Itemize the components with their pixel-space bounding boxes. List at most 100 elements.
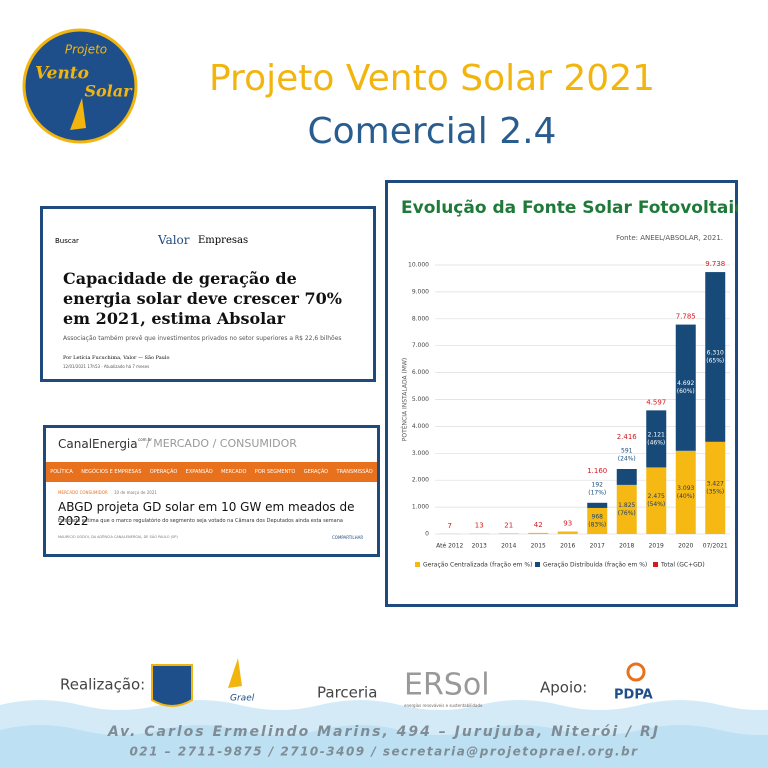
y-tick-label: 9.000 — [412, 288, 429, 295]
logo-text: Projeto — [65, 43, 107, 57]
data-label: 3.427 — [707, 480, 724, 487]
y-tick-label: 4.000 — [412, 423, 429, 430]
domain: com.br — [138, 437, 152, 442]
logo-text: Solar — [84, 82, 133, 101]
logo-text: energias renováveis e sustentabilidade — [404, 703, 483, 708]
ersol-logo: ERSol — [404, 668, 490, 703]
headline: Capacidade de geração de energia solar d… — [63, 269, 342, 328]
x-tick-label: 2019 — [649, 543, 664, 550]
chart-title: Evolução da Fonte Solar Fotovoltaica no … — [401, 198, 738, 218]
data-label: 4.692 — [677, 380, 694, 387]
share[interactable]: COMPARTILHAR — [332, 535, 364, 540]
y-tick-label: 10.000 — [408, 262, 429, 269]
search: Buscar — [55, 237, 79, 245]
emblem — [151, 664, 193, 707]
logo-text: Grael — [230, 694, 255, 704]
bar — [498, 533, 519, 534]
x-tick-label: 07/2021 — [703, 543, 728, 550]
bar-segment — [646, 467, 667, 534]
x-tick-label: 2016 — [560, 543, 575, 550]
total-label: 9.738 — [705, 260, 725, 268]
share-label: (76%) — [618, 510, 636, 517]
pdpa-logo: PDPA — [614, 688, 653, 703]
x-tick-label: 2015 — [531, 543, 546, 550]
legend-swatch — [415, 562, 420, 567]
bar-segment — [587, 507, 608, 534]
nav-item[interactable]: POLÍTICA — [50, 469, 73, 475]
title: Projeto Vento Solar 2021 — [209, 58, 655, 99]
nav-item[interactable]: TRANSMISSÃO — [336, 469, 373, 475]
legend-swatch — [535, 562, 540, 567]
nav-item[interactable]: GERAÇÃO — [303, 469, 329, 475]
footer: Realização: Grael Parceria ERSol energia… — [60, 658, 660, 759]
data-label: 2.475 — [648, 493, 665, 500]
bar-segment — [705, 272, 726, 442]
total-label: 93 — [563, 519, 572, 527]
nav-item[interactable]: EXPANSÃO — [185, 469, 213, 475]
x-tick-label: 2020 — [678, 543, 693, 550]
label: Parceria — [317, 684, 377, 702]
total-label: 7.785 — [676, 313, 696, 321]
label: Apoio: — [540, 679, 587, 697]
logo — [22, 28, 138, 144]
data-label: 2.121 — [648, 431, 665, 438]
bar-segment — [616, 469, 637, 485]
x-tick-label: 2017 — [590, 543, 605, 550]
x-tick-label: 2013 — [472, 543, 487, 550]
share-label: (40%) — [677, 493, 695, 500]
total-label: 42 — [534, 521, 543, 529]
brand: CanalEnergia — [58, 437, 138, 451]
summary: Entidade estima que o marco regulatório … — [58, 518, 343, 524]
x-tick-label: 2018 — [619, 543, 634, 550]
nav-item[interactable]: NEGÓCIOS E EMPRESAS — [81, 469, 142, 475]
data-label: 968 — [592, 513, 604, 520]
bar — [528, 532, 549, 534]
grael-logo — [228, 658, 242, 688]
headline: ABGD projeta GD solar em 10 GW em meados… — [58, 500, 355, 528]
x-tick-label: 2014 — [501, 543, 516, 550]
data-label: 3.093 — [677, 485, 694, 492]
y-tick-label: 2.000 — [412, 477, 429, 484]
brand: Valor — [158, 233, 190, 247]
credit: MAURÍCIO GODOI, DA AGÊNCIA CANALENERGIA,… — [58, 535, 178, 539]
nav-bar: POLÍTICA NEGÓCIOS E EMPRESAS OPERAÇÃO EXPAN… — [46, 462, 377, 482]
legend-label: Geração Distribuída (fração em %) — [543, 562, 647, 569]
total-label: 2.416 — [617, 433, 638, 441]
bar-segment — [616, 484, 637, 534]
y-axis-label: POTÊNCIA INSTALADA (MW) — [401, 358, 409, 442]
share-label: (46%) — [647, 439, 665, 446]
total-label: 4.597 — [646, 398, 666, 406]
share-label: (17%) — [588, 489, 606, 496]
date: 10 de março de 2021 — [114, 490, 157, 495]
legend-label: Geração Centralizada (fração em %) — [423, 562, 532, 569]
article-card: CanalEnergia com.br / MERCADO / CONSUMID… — [43, 425, 380, 557]
bar-segment — [646, 410, 667, 468]
data-label: 1.825 — [618, 502, 635, 509]
chart-source: Fonte: ANEEL/ABSOLAR, 2021. — [616, 234, 723, 242]
byline: Por Letícia Fucuchima, Valor — São Paulo — [63, 355, 170, 361]
y-tick-label: 1.000 — [412, 504, 429, 511]
bar — [557, 531, 578, 534]
share-label: (60%) — [677, 388, 695, 395]
total-label: 21 — [504, 521, 513, 529]
nav-item[interactable]: POR SEGMENTO — [254, 469, 296, 475]
data-label: 6.310 — [707, 349, 724, 356]
subtitle: Comercial 2.4 — [308, 111, 557, 152]
nav-item[interactable]: MERCADO — [221, 469, 247, 475]
y-tick-label: 0 — [425, 531, 429, 538]
section: Empresas — [198, 235, 249, 246]
nav-item[interactable]: OPERAÇÃO — [149, 469, 178, 475]
path: / MERCADO / CONSUMIDOR — [146, 437, 297, 450]
y-tick-label: 5.000 — [412, 396, 429, 403]
share-label: (24%) — [618, 456, 636, 463]
contact: 021 – 2711-9875 / 2710-3409 / secretaria… — [129, 745, 638, 759]
total-label: 1.160 — [587, 467, 607, 475]
bar-segment — [675, 450, 696, 534]
bar-segment — [675, 324, 696, 451]
legend-label: Total (GC+GD) — [660, 562, 705, 569]
y-tick-label: 3.000 — [412, 450, 429, 457]
bar-segment — [705, 441, 726, 534]
address: Av. Carlos Ermelindo Marins, 494 – Juruj… — [107, 724, 660, 740]
logo-sail — [70, 98, 86, 130]
